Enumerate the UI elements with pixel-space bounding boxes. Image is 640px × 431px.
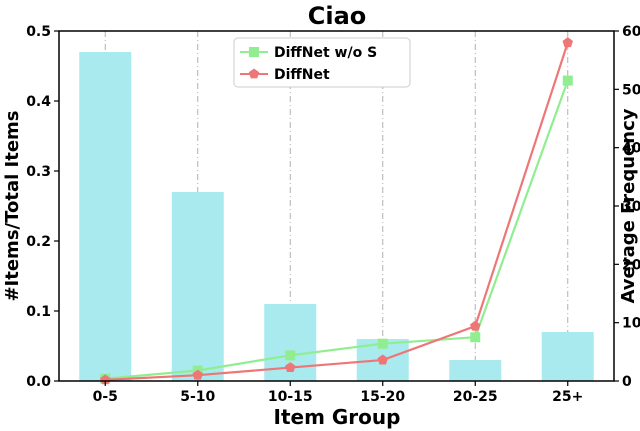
marker-diffnet-w-o-s-10-15 bbox=[285, 350, 296, 361]
x-tick-label: 15-20 bbox=[360, 389, 405, 405]
right-y-axis-label: Average Frequency bbox=[618, 108, 639, 303]
x-tick-label: 0-5 bbox=[93, 389, 118, 405]
left-y-axis-ticks: 0.0 0.1 0.2 0.3 0.4 0.5 bbox=[26, 24, 59, 390]
left-y-tick-label: 0.5 bbox=[26, 24, 51, 40]
bar-0-5 bbox=[79, 52, 132, 381]
left-y-tick-label: 0.1 bbox=[26, 304, 51, 320]
marker-diffnet-5-10 bbox=[192, 369, 203, 380]
chart-title: Ciao bbox=[308, 2, 367, 30]
x-tick-label: 5-10 bbox=[180, 389, 215, 405]
right-y-tick-label: 30 bbox=[622, 199, 640, 215]
marker-diffnet-0-5 bbox=[100, 374, 111, 385]
line-series bbox=[100, 37, 573, 385]
marker-diffnet-20-25 bbox=[470, 320, 481, 331]
bar-5-10 bbox=[171, 192, 224, 381]
left-y-axis-label: #Items/Total Items bbox=[2, 110, 23, 301]
legend-box bbox=[233, 37, 411, 88]
right-y-tick-label: 0 bbox=[622, 374, 632, 390]
x-tick-label: 10-15 bbox=[268, 389, 313, 405]
right-y-tick-label: 10 bbox=[622, 316, 640, 332]
legend-marker-diffnet-wo-s bbox=[249, 47, 259, 57]
left-y-tick-label: 0.3 bbox=[26, 164, 51, 180]
legend-label-diffnet: DiffNet bbox=[274, 67, 330, 83]
right-y-tick-label: 40 bbox=[622, 141, 640, 157]
line-diffnet-w-o-s bbox=[105, 80, 569, 380]
legend: DiffNet w/o S DiffNet bbox=[233, 37, 411, 88]
right-y-axis-ticks: 0 10 20 30 40 50 60 bbox=[614, 24, 640, 390]
x-tick-label: 20-25 bbox=[453, 389, 498, 405]
x-tick-label: 25+ bbox=[552, 389, 583, 405]
bar-25 bbox=[541, 332, 594, 381]
marker-diffnet-25 bbox=[562, 37, 573, 48]
marker-diffnet-15-20 bbox=[377, 354, 388, 365]
right-y-tick-label: 50 bbox=[622, 82, 640, 98]
legend-marker-diffnet bbox=[248, 68, 260, 79]
line-diffnet bbox=[105, 42, 569, 381]
left-y-tick-label: 0.0 bbox=[26, 374, 51, 390]
marker-diffnet-w-o-s-25 bbox=[562, 75, 573, 86]
marker-diffnet-10-15 bbox=[285, 362, 296, 373]
x-axis-label: Item Group bbox=[274, 405, 401, 429]
right-y-tick-label: 20 bbox=[622, 257, 640, 273]
left-y-tick-label: 0.4 bbox=[26, 94, 51, 110]
marker-diffnet-w-o-s-20-25 bbox=[470, 332, 481, 343]
left-y-tick-label: 0.2 bbox=[26, 234, 51, 250]
marker-diffnet-w-o-s-15-20 bbox=[377, 338, 388, 349]
legend-label-diffnet-wo-s: DiffNet w/o S bbox=[274, 45, 377, 61]
x-axis-ticks: 0-5 5-10 10-15 15-20 20-25 25+ bbox=[93, 381, 583, 405]
right-y-tick-label: 60 bbox=[622, 24, 640, 40]
bar-20-25 bbox=[449, 360, 502, 381]
bar-series bbox=[79, 52, 594, 381]
